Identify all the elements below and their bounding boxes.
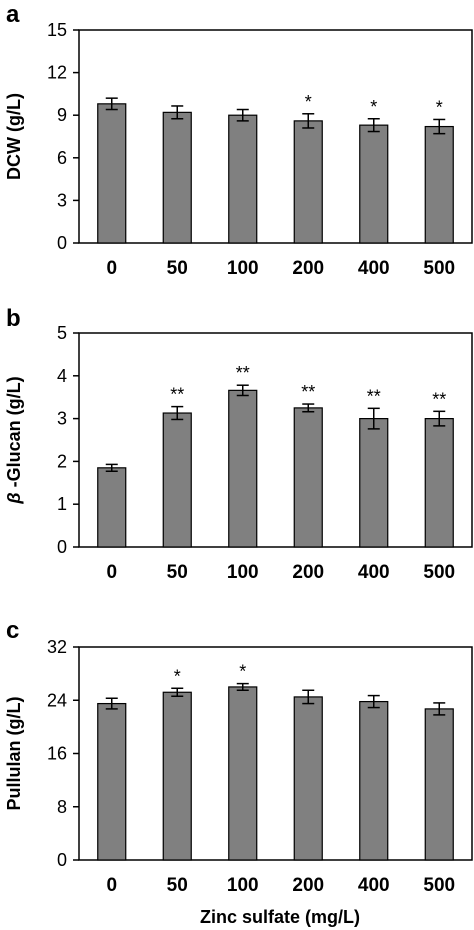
significance-label: * [305,92,312,112]
significance-label: ** [432,389,446,409]
significance-label: ** [236,363,250,383]
bar [359,700,389,861]
bar [228,389,258,548]
y-axis-title: β -Glucan (g/L) [4,376,24,504]
y-axis-title: Pullulan (g/L) [4,697,24,811]
x-tick-label: 0 [106,562,117,583]
y-axis-title-prefix: β [4,492,24,504]
bar [162,111,192,244]
bar [424,418,454,548]
x-tick-label: 500 [423,562,455,583]
significance-label: ** [367,386,381,406]
y-tick-label: 12 [47,63,67,83]
significance-label: * [436,97,443,117]
x-tick-label: 400 [358,258,390,279]
panel-letter: a [6,1,20,28]
y-tick-label: 3 [57,409,67,429]
y-axis-title: DCW (g/L) [4,93,24,180]
bar [97,467,127,548]
bar [424,125,454,244]
y-tick-label: 2 [57,451,67,471]
y-tick-label: 5 [57,323,67,343]
significance-label: ** [301,382,315,402]
x-tick-label: 100 [227,258,259,279]
x-tick-label: 50 [167,562,188,583]
bar [293,120,323,244]
y-tick-label: 0 [57,850,67,870]
bar [424,708,454,861]
x-axis-title: Zinc sulfate (mg/L) [200,907,360,927]
x-tick-label: 200 [292,875,324,896]
y-axis-title-text: -Glucan (g/L) [4,376,24,492]
bar [228,686,258,861]
y-tick-label: 9 [57,105,67,125]
y-tick-label: 1 [57,494,67,514]
y-tick-label: 6 [57,148,67,168]
x-tick-label: 0 [106,258,117,279]
panel-b: b 0 1 2 3 4 5 β -Glucan (g/L) 0 ** 50 ** 100 ** 200 ** 4… [4,305,473,583]
plot-frame [78,332,473,548]
x-tick-label: 200 [292,258,324,279]
x-tick-label: 100 [227,562,259,583]
bar [97,103,127,244]
significance-label: * [370,97,377,117]
y-tick-label: 16 [47,744,67,764]
significance-label: ** [170,385,184,405]
x-tick-label: 500 [423,875,455,896]
plot-frame [78,646,473,861]
bar [359,124,389,244]
panel-a: a 0 3 6 9 12 15 DCW (g/L) 0 50 100 * 200 * 400 * 500 [4,1,473,279]
bar [293,407,323,548]
panel-letter: c [6,617,19,644]
y-tick-label: 15 [47,20,67,40]
y-tick-label: 0 [57,233,67,253]
panel-letter: b [6,305,21,332]
bar [162,691,192,861]
bar [228,114,258,244]
plot-frame [78,29,473,244]
y-tick-label: 32 [47,637,67,657]
y-tick-label: 0 [57,537,67,557]
significance-label: * [174,666,181,686]
y-tick-label: 8 [57,797,67,817]
y-tick-label: 3 [57,190,67,210]
x-tick-label: 0 [106,875,117,896]
bar [293,696,323,861]
x-tick-label: 50 [167,875,188,896]
y-tick-label: 24 [47,690,67,710]
y-tick-label: 4 [57,366,67,386]
bar [97,702,127,861]
x-tick-label: 100 [227,875,259,896]
x-tick-label: 200 [292,562,324,583]
x-tick-label: 50 [167,258,188,279]
bar [162,412,192,548]
x-tick-label: 400 [358,562,390,583]
bar [359,418,389,548]
significance-label: * [239,662,246,682]
x-tick-label: 500 [423,258,455,279]
panel-c: c 0 8 16 24 32 Pullulan (g/L) 0 * 50 * 100 200 400 500 [4,617,473,896]
x-tick-label: 400 [358,875,390,896]
